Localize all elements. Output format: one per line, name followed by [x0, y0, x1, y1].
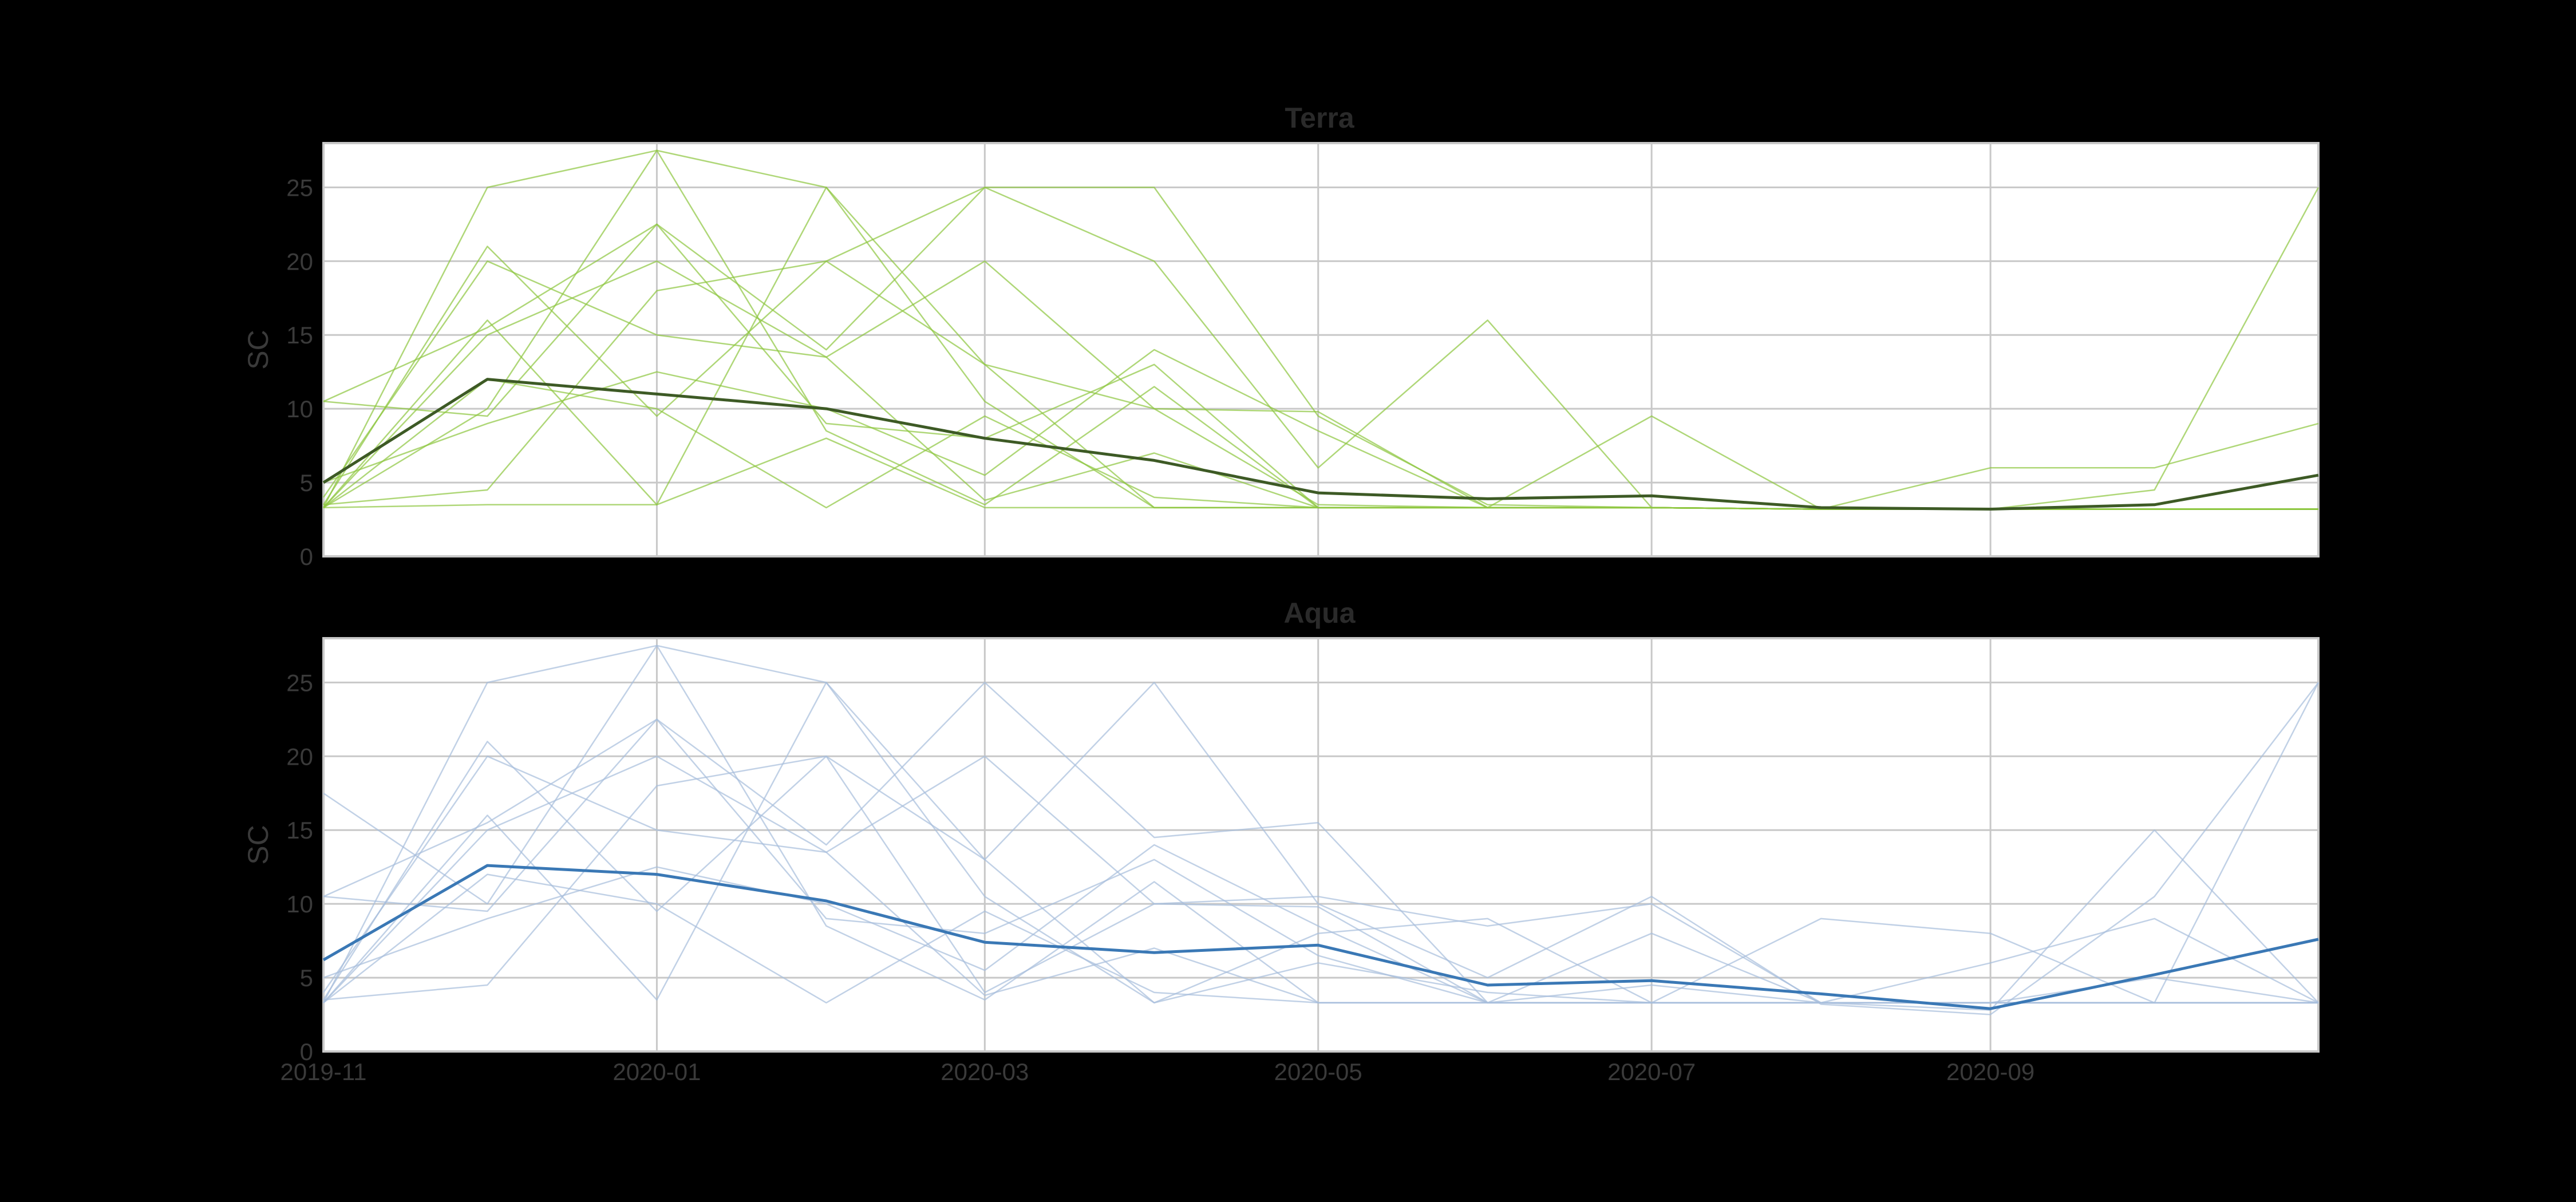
- individual-lines: [322, 645, 2320, 1015]
- aqua-panel: Aqua 0 5 10 15 20 25 2019-11 2020-01 2020-03 202…: [242, 597, 2320, 1085]
- plot-area: [322, 142, 2320, 557]
- x-tick-label: 2019-11: [280, 1058, 366, 1085]
- y-tick-label: 5: [300, 964, 313, 991]
- y-axis: 0 5 10 15 20 25: [286, 669, 313, 1065]
- y-tick-label: 20: [286, 248, 313, 275]
- x-tick-label: 2020-03: [941, 1058, 1029, 1085]
- mean-line: [322, 864, 2319, 1010]
- mean-series-line: [322, 378, 2319, 511]
- y-axis-label: SC: [242, 825, 274, 864]
- y-tick-label: 10: [286, 396, 313, 422]
- plot-area: [322, 637, 2320, 1053]
- y-tick-label: 15: [286, 817, 313, 844]
- y-tick-label: 15: [286, 322, 313, 349]
- y-axis: 0 5 10 15 20 25: [286, 174, 313, 570]
- mean-line: [322, 378, 2319, 511]
- individual-series-line: [323, 844, 2318, 1004]
- y-tick-label: 25: [286, 669, 313, 696]
- x-tick-label: 2020-09: [1946, 1058, 2034, 1085]
- y-tick-label: 20: [286, 743, 313, 770]
- x-axis: 2019-11 2020-01 2020-03 2020-05 2020-07 2020-…: [280, 1058, 2034, 1085]
- y-tick-label: 10: [286, 891, 313, 918]
- mean-series-line: [322, 864, 2319, 1010]
- terra-panel: Terra 0 5 10 15 20 25 SC: [242, 102, 2320, 570]
- y-tick-label: 5: [300, 469, 313, 496]
- grid: [322, 143, 2318, 557]
- panel-title: Aqua: [1284, 597, 1356, 629]
- individual-series-line: [322, 187, 2319, 510]
- y-tick-label: 0: [300, 543, 313, 570]
- y-axis-label: SC: [242, 330, 274, 369]
- x-tick-label: 2020-05: [1274, 1058, 1362, 1085]
- y-tick-label: 0: [300, 1038, 313, 1065]
- individual-series-line: [322, 741, 2319, 1011]
- x-tick-label: 2020-07: [1607, 1058, 1696, 1085]
- panel-title: Terra: [1285, 102, 1355, 134]
- x-tick-label: 2020-01: [613, 1058, 701, 1085]
- y-tick-label: 25: [286, 174, 313, 201]
